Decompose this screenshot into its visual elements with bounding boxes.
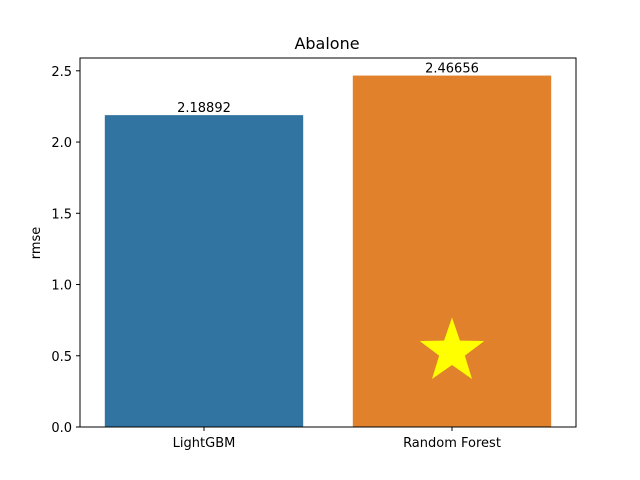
plot-frame	[79, 57, 577, 428]
y-tick-label: 0.0	[51, 421, 72, 436]
chart-title: Abalone	[294, 34, 359, 53]
y-tick-label: 1.5	[51, 207, 72, 222]
y-tick-label: 2.5	[51, 65, 72, 80]
star-icon	[419, 317, 485, 379]
y-tick-label: 1.0	[51, 279, 72, 294]
y-tick-label: 2.0	[51, 136, 72, 151]
bar-lightgbm	[104, 115, 304, 428]
data-label-random-forest: 2.46656	[425, 62, 479, 77]
y-axis-label: rmse	[29, 227, 44, 260]
y-tick-label: 0.5	[51, 350, 72, 365]
data-label-lightgbm: 2.18892	[177, 101, 231, 116]
x-tick-label-lightgbm: LightGBM	[173, 436, 236, 451]
bar-random-forest	[352, 75, 552, 427]
x-axis: LightGBM Random Forest	[173, 427, 501, 451]
x-tick-label-random-forest: Random Forest	[403, 436, 501, 451]
annotation-layer	[419, 317, 485, 379]
y-axis: 0.0 0.5 1.0 1.5 2.0 2.5	[51, 65, 80, 436]
bars-layer: 2.18892 2.46656	[104, 62, 552, 428]
